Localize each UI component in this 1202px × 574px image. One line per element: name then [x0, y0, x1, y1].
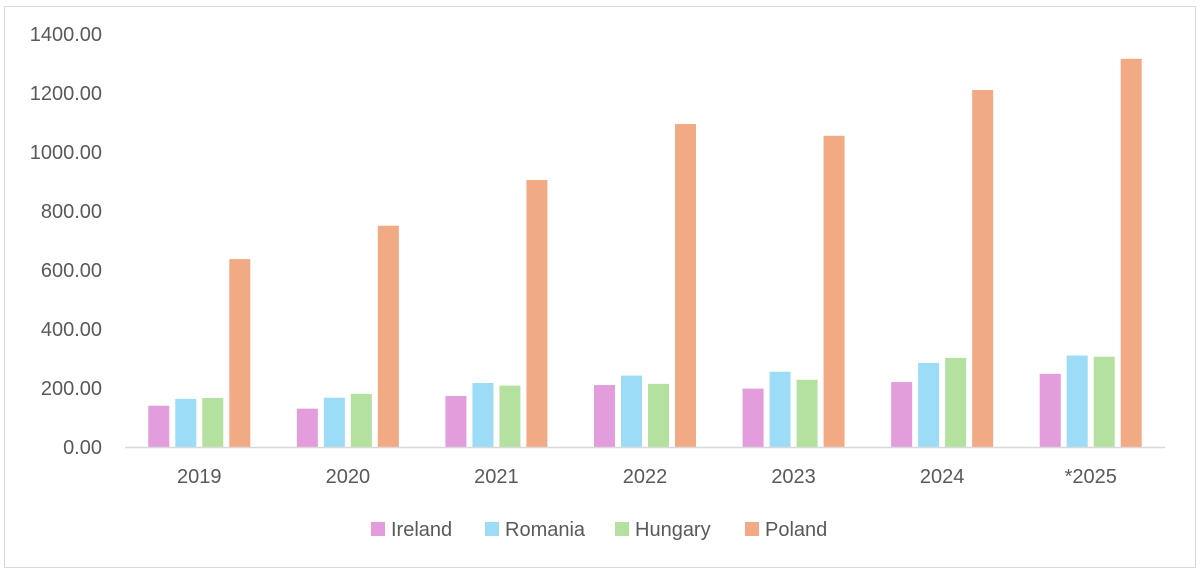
bar-hungary-2025 — [1093, 356, 1115, 447]
x-tick-label: 2019 — [177, 466, 222, 488]
y-tick-label: 0.00 — [63, 437, 102, 459]
x-axis: 2019 2020 2021 2022 2023 2024 *2025 — [125, 446, 1165, 488]
bar-hungary-2020 — [350, 393, 372, 447]
bar-ireland-2023 — [742, 388, 764, 447]
legend-swatch-romania — [485, 522, 499, 536]
bar-poland-2019 — [229, 259, 251, 447]
bar-ireland-2025 — [1039, 373, 1061, 447]
y-tick-label: 1200.00 — [30, 83, 102, 105]
bar-hungary-2023 — [796, 379, 818, 447]
bar-ireland-2019 — [148, 405, 170, 447]
x-tick-label: *2025 — [1065, 466, 1117, 488]
legend: Ireland Romania Hungary Poland — [371, 519, 827, 541]
bars — [148, 58, 1142, 448]
bar-romania-2019 — [175, 398, 197, 447]
x-tick-label: 2024 — [920, 466, 965, 488]
x-tick-label: 2020 — [326, 466, 371, 488]
y-tick-label: 400.00 — [41, 319, 102, 341]
bar-romania-2022 — [621, 375, 642, 447]
bar-romania-2020 — [323, 397, 345, 447]
bar-romania-2025 — [1066, 355, 1088, 447]
legend-swatch-ireland — [371, 522, 385, 536]
bar-ireland-2020 — [296, 408, 318, 447]
legend-label-romania: Romania — [505, 519, 586, 541]
x-tick-label: 2023 — [771, 466, 816, 488]
chart-area — [4, 6, 1196, 568]
bar-romania-2024 — [918, 362, 940, 447]
y-axis: 0.00 200.00 400.00 600.00 800.00 1000.00 1200.… — [30, 24, 102, 459]
bar-poland-2021 — [526, 180, 548, 447]
legend-label-poland: Poland — [765, 519, 827, 541]
bar-poland-2022 — [675, 123, 696, 447]
bar-hungary-2019 — [202, 398, 224, 447]
bar-poland-2020 — [377, 225, 399, 447]
bar-romania-2023 — [769, 371, 791, 447]
legend-label-ireland: Ireland — [391, 519, 452, 541]
y-tick-label: 1000.00 — [30, 142, 102, 164]
bar-ireland-2021 — [445, 395, 467, 447]
bar-poland-2025 — [1120, 58, 1142, 447]
x-tick-label: 2022 — [623, 466, 668, 488]
bar-hungary-2022 — [648, 383, 669, 447]
legend-label-hungary: Hungary — [635, 519, 711, 541]
x-tick-label: 2021 — [474, 466, 519, 488]
legend-swatch-hungary — [615, 522, 629, 536]
y-tick-label: 200.00 — [41, 378, 102, 400]
y-tick-label: 800.00 — [41, 201, 102, 223]
bar-romania-2021 — [472, 382, 494, 447]
legend-swatch-poland — [745, 522, 759, 536]
bar-hungary-2021 — [499, 385, 521, 447]
bar-hungary-2024 — [945, 357, 967, 447]
bar-ireland-2022 — [594, 385, 615, 447]
bar-poland-2023 — [823, 135, 845, 447]
y-tick-label: 600.00 — [41, 260, 102, 282]
bar-ireland-2024 — [891, 382, 913, 447]
bar-poland-2024 — [972, 90, 994, 448]
y-tick-label: 1400.00 — [30, 24, 102, 46]
